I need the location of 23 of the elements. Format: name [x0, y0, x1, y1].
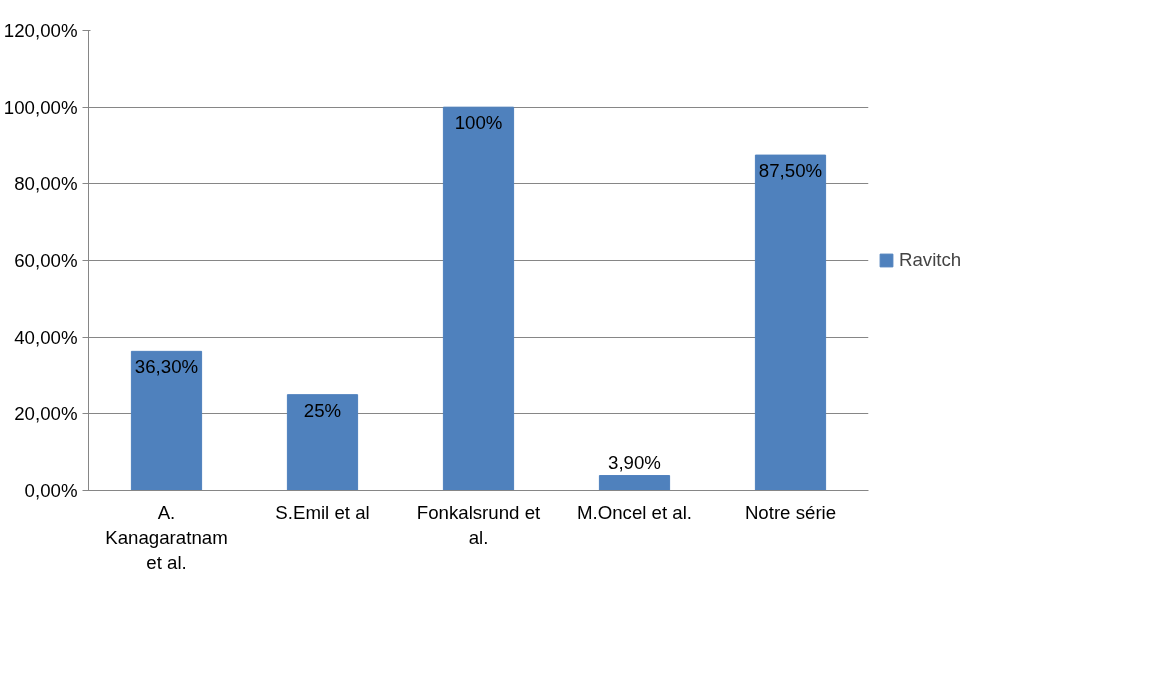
data-label: 25%: [303, 399, 342, 421]
y-tick-label: 80,00%: [14, 173, 78, 195]
bar: [754, 154, 827, 491]
y-tick-label: 0,00%: [24, 480, 78, 501]
y-tick-label: 60,00%: [14, 250, 78, 271]
x-tick-label: A. Kanagaratnam et al.: [105, 501, 228, 573]
bar: [442, 106, 515, 491]
legend-label: Ravitch: [899, 249, 962, 271]
data-label: 87,50%: [758, 160, 823, 182]
x-tick-label: Fonkalsrund et al.: [416, 501, 542, 548]
data-label: 3,90%: [608, 451, 661, 473]
bar: [286, 394, 359, 491]
x-tick-label: S.Emil et al: [275, 501, 370, 523]
y-tick-label: 120,00%: [3, 20, 78, 41]
x-tick-label: M.Oncel et al.: [576, 501, 693, 523]
y-tick-label: 20,00%: [14, 403, 78, 425]
data-label: 36,30%: [134, 356, 199, 378]
data-label: 100%: [454, 112, 503, 134]
y-tick-label: 100,00%: [3, 96, 78, 118]
bar: [130, 350, 203, 491]
x-tick-label: Notre série: [744, 501, 837, 523]
y-tick-label: 40,00%: [14, 326, 78, 348]
bar: [598, 475, 671, 491]
